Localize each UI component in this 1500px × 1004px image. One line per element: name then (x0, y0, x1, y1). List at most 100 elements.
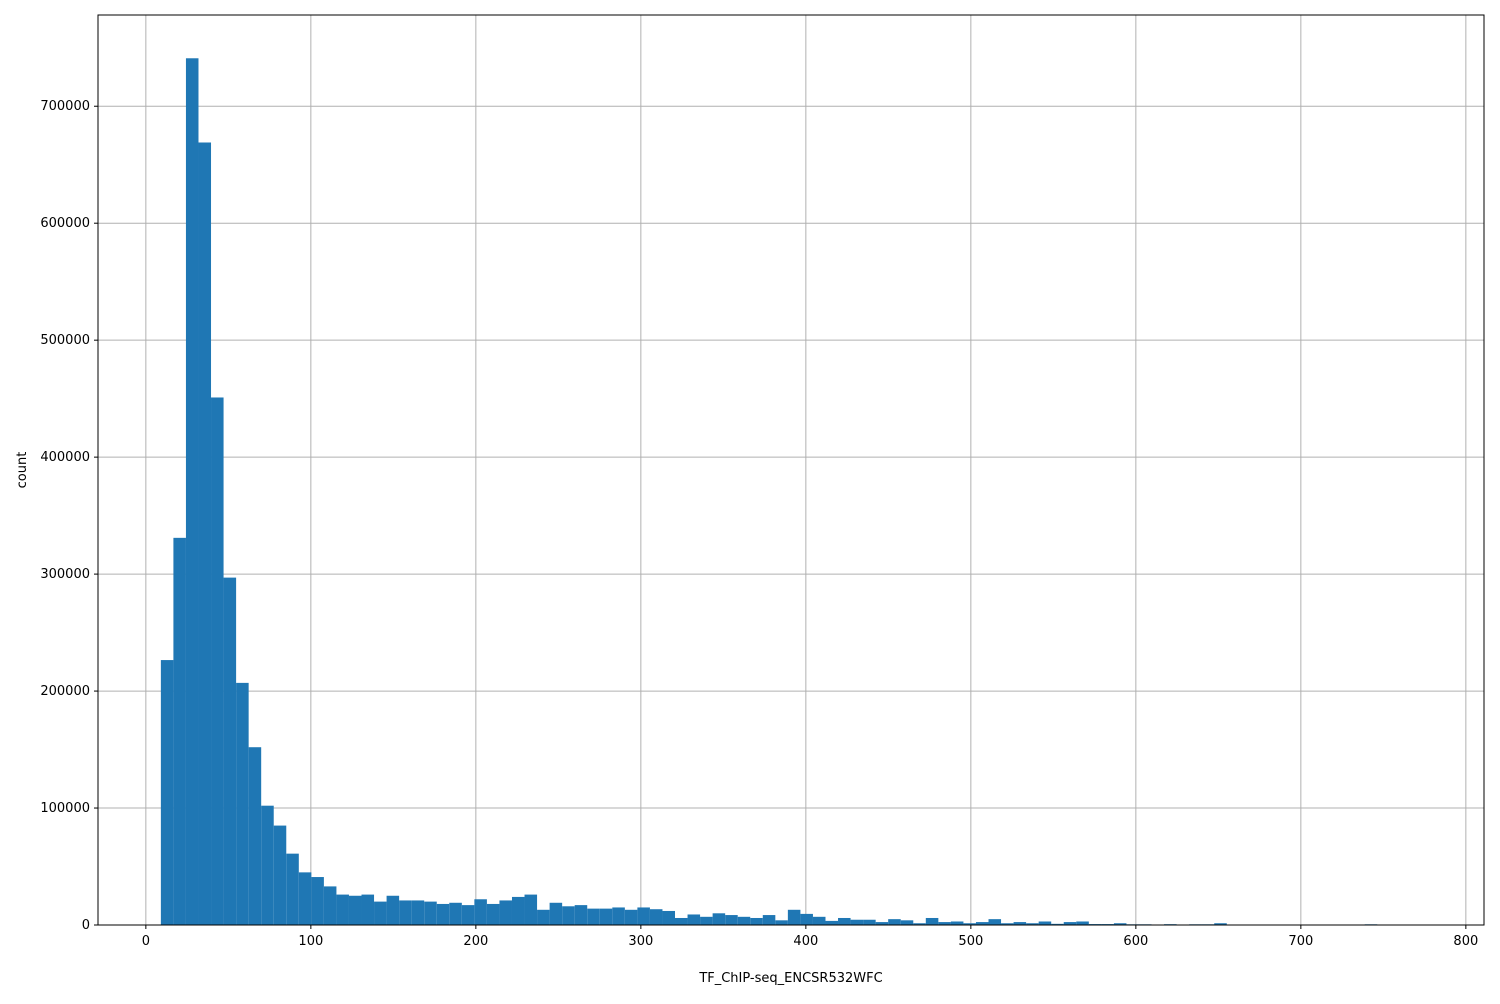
y-tick-label: 200000 (40, 684, 90, 699)
x-tick-label: 300 (628, 934, 653, 949)
histogram-bar (1113, 923, 1127, 925)
y-tick-label: 0 (82, 918, 90, 933)
histogram-bar (185, 58, 199, 925)
grid-lines (98, 15, 1484, 926)
histogram-bar (900, 920, 914, 925)
histogram-bar (725, 915, 738, 925)
y-tick-label: 400000 (40, 450, 90, 465)
histogram-bar (750, 917, 763, 925)
histogram-bar (511, 896, 525, 925)
histogram-bar (888, 919, 901, 925)
histogram-bar (386, 895, 400, 925)
histogram-bar (1051, 923, 1064, 925)
x-tick-label: 200 (463, 934, 488, 949)
histogram-bar (662, 910, 676, 925)
histogram-bar (562, 906, 575, 925)
histogram-bar (361, 894, 375, 925)
histogram-bar (211, 397, 224, 925)
histogram-bar (649, 909, 663, 925)
x-tick-label: 600 (1123, 934, 1148, 949)
histogram-bar (963, 923, 976, 925)
histogram-bar (875, 922, 889, 925)
y-tick-label: 500000 (40, 333, 90, 348)
x-tick-label: 400 (793, 934, 818, 949)
histogram-bar (812, 916, 826, 925)
histogram-bar (938, 922, 951, 925)
histogram-bar (248, 747, 262, 925)
histogram-bar (1001, 923, 1014, 925)
histogram-bar (336, 894, 349, 925)
histogram-bar (863, 919, 876, 925)
x-axis-ticks: 0 100 200 300 400 500 600 700 800 (142, 925, 1478, 949)
x-tick-label: 100 (298, 934, 323, 949)
y-axis-ticks: 0 100000 200000 300000 400000 500000 600000 700… (40, 99, 98, 933)
histogram-bar (223, 577, 237, 925)
x-axis-label: TF_ChIP-seq_ENCSR532WFC (698, 971, 882, 986)
histogram-bar (1214, 923, 1227, 925)
y-tick-label: 600000 (40, 216, 90, 231)
y-axis-label: count (15, 452, 30, 489)
x-tick-label: 800 (1453, 934, 1478, 949)
histogram-bar (1063, 922, 1077, 925)
histogram-bar (173, 537, 186, 925)
histogram-bar (825, 920, 839, 925)
histogram-bar (800, 913, 813, 925)
histogram-bar (537, 909, 550, 925)
x-tick-label: 700 (1288, 934, 1313, 949)
histogram-bar (762, 915, 776, 925)
histogram-bar (436, 903, 450, 925)
histogram-bar (624, 909, 638, 925)
histogram-bar (988, 919, 1002, 925)
histogram-bar (687, 914, 701, 925)
histogram-bar (323, 886, 337, 925)
x-tick-label: 0 (142, 934, 150, 949)
histogram-bar (599, 908, 613, 925)
histogram-bar (612, 907, 625, 925)
histogram-bar (700, 916, 713, 925)
histogram-bar (574, 905, 588, 925)
histogram-bar (374, 901, 387, 925)
histogram-bar (198, 142, 212, 925)
histogram-bar (311, 877, 324, 925)
y-tick-label: 700000 (40, 99, 90, 114)
histogram-bar (549, 902, 563, 925)
histogram-bar (925, 917, 939, 925)
histogram-bar (273, 825, 287, 925)
histogram-bar (499, 900, 512, 925)
histogram-bar (913, 923, 926, 925)
y-tick-label: 300000 (40, 567, 90, 582)
histogram-bar (474, 899, 487, 925)
histogram-bar (261, 805, 274, 925)
histogram-bar (950, 921, 964, 925)
histogram-bar (411, 900, 425, 925)
histogram-bar (637, 907, 650, 925)
histogram-bar (236, 682, 249, 925)
y-tick-label: 100000 (40, 801, 90, 816)
plot-frame (97, 14, 1485, 926)
histogram-bar (1013, 922, 1027, 925)
histogram-bar (838, 917, 851, 925)
histogram-bar (524, 894, 538, 925)
histogram-bar (160, 660, 174, 925)
histogram-bar (298, 872, 312, 925)
histogram-bar (850, 919, 864, 925)
histogram-bar (1076, 921, 1089, 925)
histogram-bar (461, 905, 475, 925)
histogram-bar (449, 902, 462, 925)
histogram-bar (787, 909, 801, 925)
histogram-bar (348, 895, 362, 925)
histogram-bar (975, 922, 989, 925)
histogram-bar (486, 903, 500, 925)
x-tick-label: 500 (958, 934, 983, 949)
histogram-bar (424, 901, 437, 925)
histogram-bar (737, 916, 751, 925)
histogram-bar (1038, 921, 1052, 925)
histogram-bar (587, 908, 600, 925)
histogram-bars (160, 58, 1378, 925)
histogram-bar (712, 913, 726, 925)
histogram-bar (1026, 923, 1039, 925)
histogram-bar (675, 917, 688, 925)
histogram-bar (286, 853, 299, 925)
histogram-bar (775, 920, 788, 925)
